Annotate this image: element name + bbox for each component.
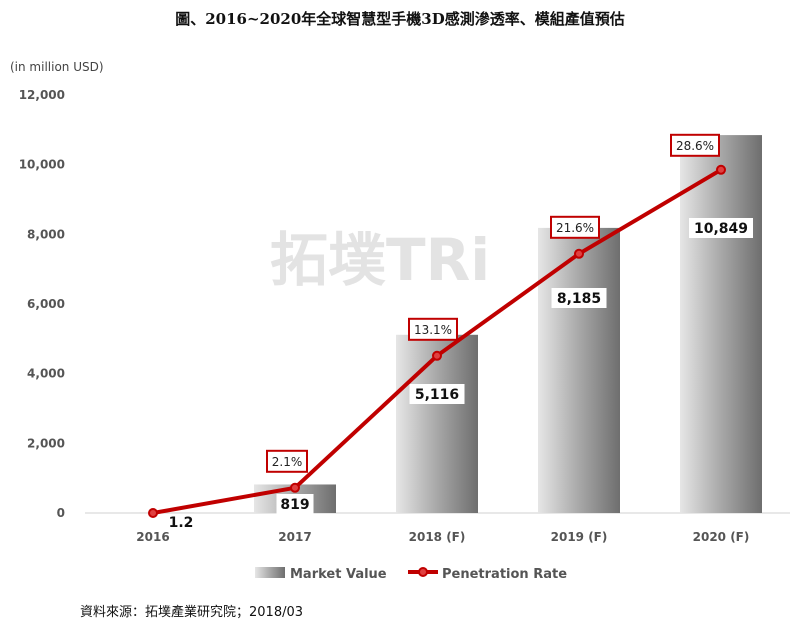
y-tick-label: 6,000: [27, 297, 65, 311]
bar-label-bg: [689, 218, 753, 238]
bar-value-label: 5,116: [415, 387, 459, 403]
legend-penetration-rate: Penetration Rate: [442, 567, 567, 582]
y-tick-label: 0: [57, 506, 65, 520]
penetration-label: 28.6%: [676, 139, 714, 153]
y-tick-label: 12,000: [19, 88, 65, 102]
bar-label-bg: [276, 494, 314, 514]
x-tick-label: 2016: [136, 530, 169, 544]
bar-value-label: 819: [280, 497, 309, 513]
penetration-label-box: [408, 317, 458, 341]
bar-2020 (F): [680, 135, 762, 513]
x-tick-label: 2017: [278, 530, 311, 544]
x-tick-label: 2020 (F): [693, 530, 750, 544]
penetration-label: 2.1%: [272, 455, 303, 469]
x-tick-label: 2018 (F): [409, 530, 466, 544]
penetration-label-box: [670, 133, 720, 157]
penetration-label-box: [550, 215, 600, 239]
bar-2019 (F): [538, 227, 620, 513]
legend-bar-swatch: [255, 567, 285, 578]
bar-label-bg: [551, 288, 607, 308]
y-tick-label: 2,000: [27, 436, 65, 450]
penetration-point: [716, 164, 726, 175]
legend-marker: [418, 567, 428, 577]
bar-value-label: 8,185: [557, 291, 601, 307]
penetration-point: [432, 350, 442, 361]
y-tick-label: 8,000: [27, 227, 65, 241]
legend-market-value: Market Value: [290, 567, 387, 582]
x-tick-label: 2019 (F): [551, 530, 608, 544]
penetration-point: [148, 508, 158, 518]
watermark: 拓墣TRi: [270, 226, 490, 294]
y-tick-label: 10,000: [19, 158, 65, 172]
bar-value-label: 1.2: [169, 515, 194, 531]
bar-label-bg: [409, 384, 465, 404]
penetration-label: 13.1%: [414, 323, 452, 337]
legend: Market Value Penetration Rate: [255, 567, 567, 582]
chart-title: 圖、2016~2020年全球智慧型手機3D感測滲透率、模組產值預估: [175, 10, 625, 28]
penetration-label-box: [266, 449, 308, 473]
y-axis-unit: (in million USD): [10, 60, 104, 74]
penetration-point: [290, 482, 300, 493]
bar-value-label: 10,849: [694, 221, 748, 237]
penetration-label: 21.6%: [556, 221, 594, 235]
penetration-point: [574, 248, 584, 259]
source-note: 資料來源：拓墣產業研究院；2018/03: [80, 605, 304, 620]
bar-2018 (F): [396, 334, 478, 513]
y-tick-label: 4,000: [27, 367, 65, 381]
